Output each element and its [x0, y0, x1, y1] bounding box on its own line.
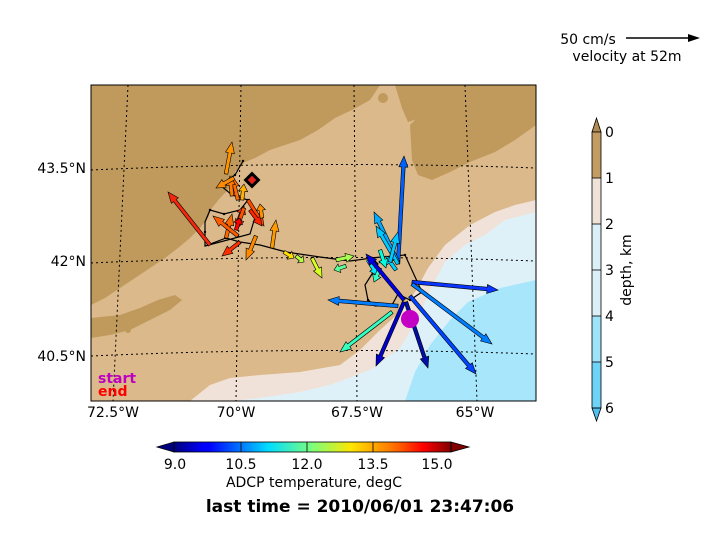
velocity-arrow — [309, 256, 323, 279]
depth-tick: 5 — [605, 355, 614, 371]
start-marker[interactable] — [401, 310, 419, 328]
graticule — [91, 85, 536, 401]
velocity-arrow — [223, 141, 235, 175]
parallel-40.5 — [91, 349, 536, 357]
temp-tick: 13.5 — [357, 457, 388, 473]
velocity-arrow — [387, 231, 400, 263]
temperature-colorbar — [155, 441, 471, 453]
temp-tick: 15.0 — [421, 457, 452, 473]
scale-label: 50 cm/s — [560, 32, 616, 48]
lon-label: 67.5°W — [331, 405, 383, 421]
island — [378, 93, 388, 103]
velocity-arrow — [269, 219, 280, 249]
depth-cbar-bottom-cap — [591, 407, 602, 423]
lat-label: 42°N — [51, 254, 86, 270]
temp-colorbar-label: ADCP temperature, degC — [226, 475, 402, 491]
parallel-43.5 — [91, 163, 536, 171]
temp-tick: 9.0 — [164, 457, 186, 473]
velocity-arrow — [167, 191, 212, 247]
lat-label: 43.5°N — [37, 161, 86, 177]
lat-label: 40.5°N — [37, 349, 86, 365]
map-panel — [91, 85, 536, 401]
scale-arrow — [626, 34, 700, 42]
lon-label: 70°W — [217, 405, 256, 421]
scale-sublabel: velocity at 52m — [572, 49, 681, 65]
island — [288, 128, 296, 136]
parallel-42 — [91, 256, 536, 264]
velocity-arrow — [377, 249, 388, 269]
velocity-arrow — [233, 217, 243, 231]
velocity-arrow — [327, 296, 399, 309]
velocity-arrow — [335, 252, 355, 263]
velocity-arrows — [167, 141, 499, 375]
velocity-arrow — [408, 294, 477, 375]
velocity-arrow — [365, 253, 406, 302]
velocity-arrow — [339, 310, 394, 353]
depth-colorbar-label: depth, km — [619, 234, 635, 305]
temp-tick: 12.0 — [291, 457, 322, 473]
depth-tick: 0 — [605, 125, 614, 141]
velocity-arrow — [245, 234, 259, 261]
start-label: start — [98, 371, 136, 387]
velocity-arrow — [248, 208, 263, 227]
velocity-arrow — [294, 254, 305, 264]
lon-label: 65°W — [456, 405, 495, 421]
last-time: last time = 2010/06/01 23:47:06 — [206, 497, 514, 517]
depth-tick: 2 — [605, 217, 614, 233]
velocity-arrow — [375, 300, 406, 367]
velocity-arrow — [238, 183, 249, 201]
velocity-arrow — [221, 240, 242, 257]
land-northeast — [395, 85, 536, 122]
velocity-arrow — [333, 263, 347, 273]
depth-cbar-top-cap — [591, 116, 602, 133]
velocity-arrow — [282, 250, 295, 260]
depth-tick: 1 — [605, 171, 614, 187]
temp-tick: 10.5 — [225, 457, 256, 473]
velocity-arrow — [212, 215, 240, 238]
end-label: end — [98, 384, 127, 400]
depth-tick: 6 — [605, 401, 614, 417]
velocity-arrow — [410, 282, 493, 345]
depth-tick: 4 — [605, 309, 614, 325]
land-north — [91, 85, 380, 305]
depth-tick: 3 — [605, 263, 614, 279]
velocity-arrow — [395, 155, 409, 265]
lon-label: 72.5°W — [87, 405, 139, 421]
map-frame — [90, 84, 537, 402]
velocity-arrow — [255, 203, 267, 219]
island — [125, 327, 131, 333]
land-cape — [91, 295, 182, 338]
depth-colorbar — [591, 116, 602, 423]
end-marker[interactable] — [243, 171, 261, 189]
velocity-arrow — [411, 279, 499, 294]
velocity-arrow — [215, 175, 236, 189]
